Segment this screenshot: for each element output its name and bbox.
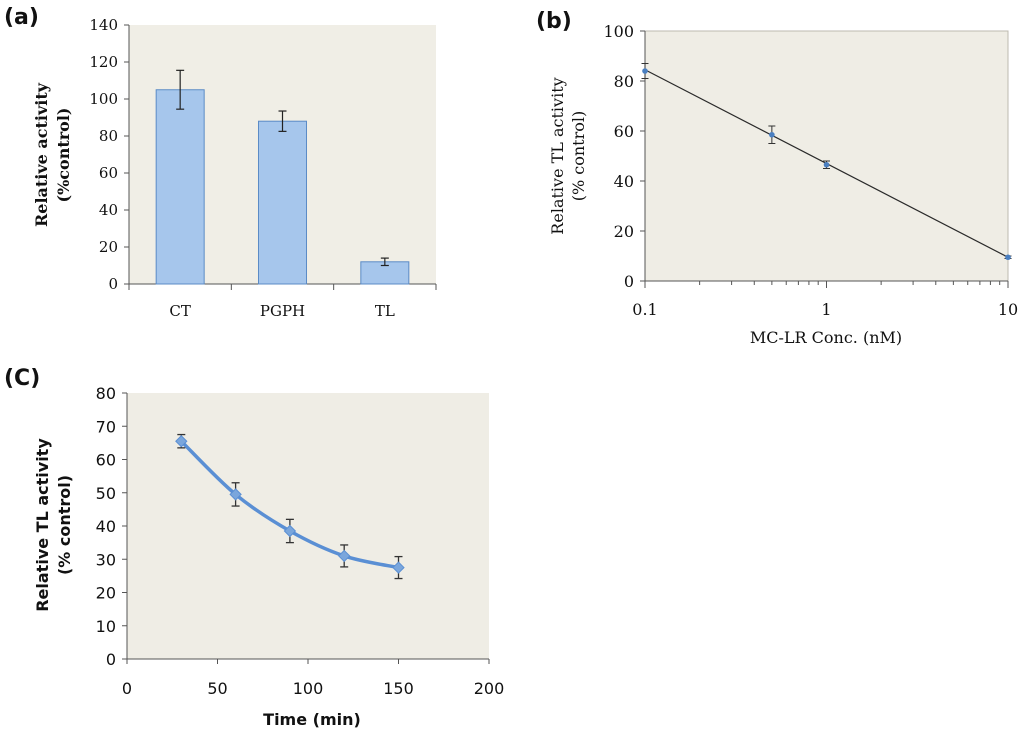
panel-c-data-point [283, 524, 297, 538]
panel-c-y-tick-label: 0 [106, 650, 116, 669]
panel-b-data-point [823, 161, 830, 168]
panel-c-y-tick-labels: 0 10 20 30 40 50 60 70 80 [96, 384, 116, 669]
panel-a-y-tick-label: 120 [89, 53, 118, 71]
panel-b-data-point [642, 68, 648, 74]
panel-c-data-point [175, 435, 188, 448]
panel-b-y-tick-label: 0 [624, 272, 634, 291]
panel-b-label: (b) [536, 9, 572, 34]
panel-c-x-tick-label: 50 [207, 679, 227, 698]
panel-a-y-tick-label: 0 [108, 275, 118, 293]
panel-c-data-point [392, 561, 405, 574]
panel-a-error-bar [278, 110, 287, 132]
panel-a-y-axis-title-line2: (%control) [54, 108, 73, 203]
panel-b-x-tick-labels: 0.1 1 10 [632, 300, 1018, 319]
panel-b-x-tick-label: 10 [998, 300, 1018, 319]
panel-c-y-tick-label: 10 [96, 617, 116, 636]
panel-a-error-bar [176, 69, 185, 110]
panel-c-x-tick-label: 200 [474, 679, 505, 698]
panel-b-plot-background [644, 30, 1009, 282]
panel-b-x-tick-label: 0.1 [632, 300, 657, 319]
panel-a-label: (a) [4, 5, 39, 30]
panel-c-y-tick-label: 80 [96, 384, 116, 403]
panel-c-x-tick-label: 100 [293, 679, 324, 698]
panel-c-y-tick-label: 40 [96, 517, 116, 536]
panel-a-y-tick-label: 100 [89, 90, 118, 108]
panel-a-x-tick-labels: CT PGPH TL [169, 302, 394, 320]
panel-b-y-tick-label: 20 [614, 222, 634, 241]
panel-c-x-tick-labels: 0 50 100 150 200 [122, 679, 504, 698]
panel-b-points [642, 68, 1011, 261]
panel-a-bar-chart: (a) 0 20 40 60 80 100 120 140 CT PGPH TL Relative… [4, 5, 437, 320]
panel-a-x-tick-label: PGPH [260, 302, 305, 320]
panel-c-x-tick-label: 150 [383, 679, 414, 698]
panel-a-bar-ct [155, 89, 205, 285]
panel-b-data-point [769, 131, 775, 138]
panel-c-data-point [337, 549, 351, 563]
panel-b-y-tick-label: 60 [614, 122, 634, 141]
panel-c-line-chart: (C) 0 10 20 30 40 50 60 70 80 0 50 100 150 200 Time … [4, 366, 504, 729]
panel-c-label: (C) [4, 366, 40, 391]
panel-c-y-tick-label: 30 [96, 550, 116, 569]
panel-c-axes [122, 392, 490, 664]
panel-c-y-tick-label: 20 [96, 584, 116, 603]
panel-b-x-axis-title: MC-LR Conc. (nM) [750, 328, 902, 347]
panel-b-y-axis-title-line2: (% control) [569, 111, 588, 202]
panel-b-line-chart: (b) 0 20 40 60 80 100 0.1 1 10 MC-LR Conc. (nM)… [536, 9, 1018, 347]
panel-b-data-point [1005, 254, 1011, 261]
panel-b-y-axis-title-line1: Relative TL activity [548, 77, 567, 234]
panel-c-x-tick-label: 0 [122, 679, 132, 698]
panel-a-y-tick-label: 40 [99, 201, 118, 219]
panel-a-bars [155, 89, 410, 285]
panel-a-x-tick-label: TL [375, 302, 395, 320]
panel-c-y-axis-title-line2: (% control) [55, 475, 74, 575]
panel-c-plot-background [127, 393, 489, 659]
panel-a-x-tick-label: CT [169, 302, 190, 320]
panel-c-y-tick-label: 60 [96, 451, 116, 470]
panel-a-y-tick-labels: 0 20 40 60 80 100 120 140 [89, 16, 118, 293]
panel-a-y-tick-label: 20 [99, 238, 118, 256]
panel-c-y-axis-title-line1: Relative TL activity [33, 438, 52, 612]
panel-b-y-tick-labels: 0 20 40 60 80 100 [603, 22, 634, 291]
panel-a-y-tick-label: 80 [99, 127, 118, 145]
panel-c-y-tick-label: 70 [96, 417, 116, 436]
panel-b-y-tick-label: 100 [603, 22, 634, 41]
panel-c-points [175, 435, 405, 574]
panel-c-y-tick-label: 50 [96, 484, 116, 503]
panel-c-x-axis-title: Time (min) [263, 710, 361, 729]
panel-c-data-point [229, 488, 242, 501]
panel-b-y-tick-label: 80 [614, 72, 634, 91]
panel-b-x-tick-label: 1 [821, 300, 831, 319]
panel-a-bar-pgph [258, 120, 307, 285]
panel-a-error-bar [380, 257, 389, 267]
panel-a-y-axis-title-line1: Relative activity [32, 82, 51, 227]
panel-a-y-tick-label: 60 [99, 164, 118, 182]
panel-a-error-bars [176, 69, 389, 267]
panel-a-y-tick-label: 140 [89, 16, 118, 34]
panel-b-y-tick-label: 40 [614, 172, 634, 191]
